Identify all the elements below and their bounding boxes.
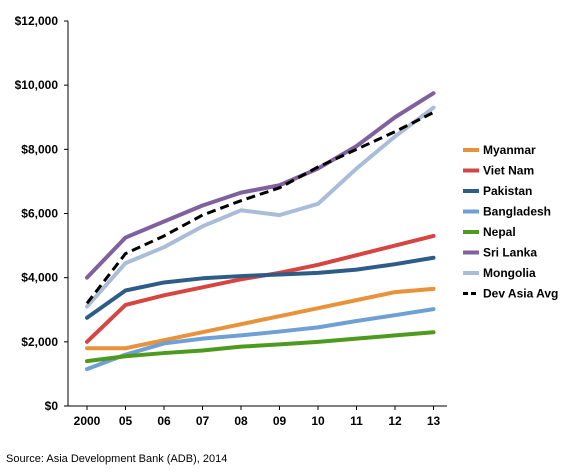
series-line-mongolia (85, 105, 436, 309)
x-tick-label: 06 (157, 414, 171, 428)
y-tick-label: $2,000 (21, 335, 58, 349)
y-tick-label: $0 (45, 399, 59, 413)
y-tick-label: $10,000 (15, 78, 59, 92)
x-tick-label: 09 (273, 414, 287, 428)
series-line-nepal (85, 330, 436, 364)
x-tick-label: 10 (311, 414, 325, 428)
series-line-dev-asia-avg (85, 111, 435, 305)
y-tick-label: $8,000 (21, 142, 58, 156)
legend-label-nepal: Nepal (483, 225, 516, 239)
x-tick-label: 05 (119, 414, 133, 428)
x-axis: 2000 05 06 07 08 09 10 11 12 13 (68, 405, 447, 428)
y-axis: $0 $2,000 $4,000 $6,000 $8,000 $10,000 $12,000 (15, 14, 69, 413)
y-tick-label: $6,000 (21, 207, 58, 221)
source-note: Source: Asia Development Bank (ADB), 201… (6, 453, 228, 465)
legend-label-viet-nam: Viet Nam (483, 164, 534, 178)
series-line-sri-lanka (85, 91, 436, 280)
legend-label-sri-lanka: Sri Lanka (483, 246, 537, 260)
y-tick-label: $4,000 (21, 271, 58, 285)
y-tick-label: $12,000 (15, 14, 59, 28)
chart: $0 $2,000 $4,000 $6,000 $8,000 $10,000 $12,000… (15, 14, 559, 428)
legend-label-mongolia: Mongolia (483, 266, 536, 280)
series-line-myanmar (85, 286, 436, 351)
legend: Myanmar Viet Nam Pakistan Bangladesh Nepal Sr… (463, 143, 558, 301)
series-lines (85, 91, 436, 372)
x-tick-label: 07 (196, 414, 210, 428)
legend-label-myanmar: Myanmar (483, 143, 536, 157)
x-tick-label: 12 (388, 414, 402, 428)
x-tick-label: 08 (234, 414, 248, 428)
x-tick-label: 13 (427, 414, 441, 428)
series-line-pakistan (85, 255, 436, 320)
x-tick-label: 11 (350, 414, 363, 428)
x-tick-label: 2000 (74, 414, 101, 428)
legend-label-pakistan: Pakistan (483, 184, 532, 198)
legend-label-bangladesh: Bangladesh (483, 205, 551, 219)
legend-label-dev-asia-avg: Dev Asia Avg (483, 287, 558, 301)
series-line-bangladesh (85, 307, 436, 372)
